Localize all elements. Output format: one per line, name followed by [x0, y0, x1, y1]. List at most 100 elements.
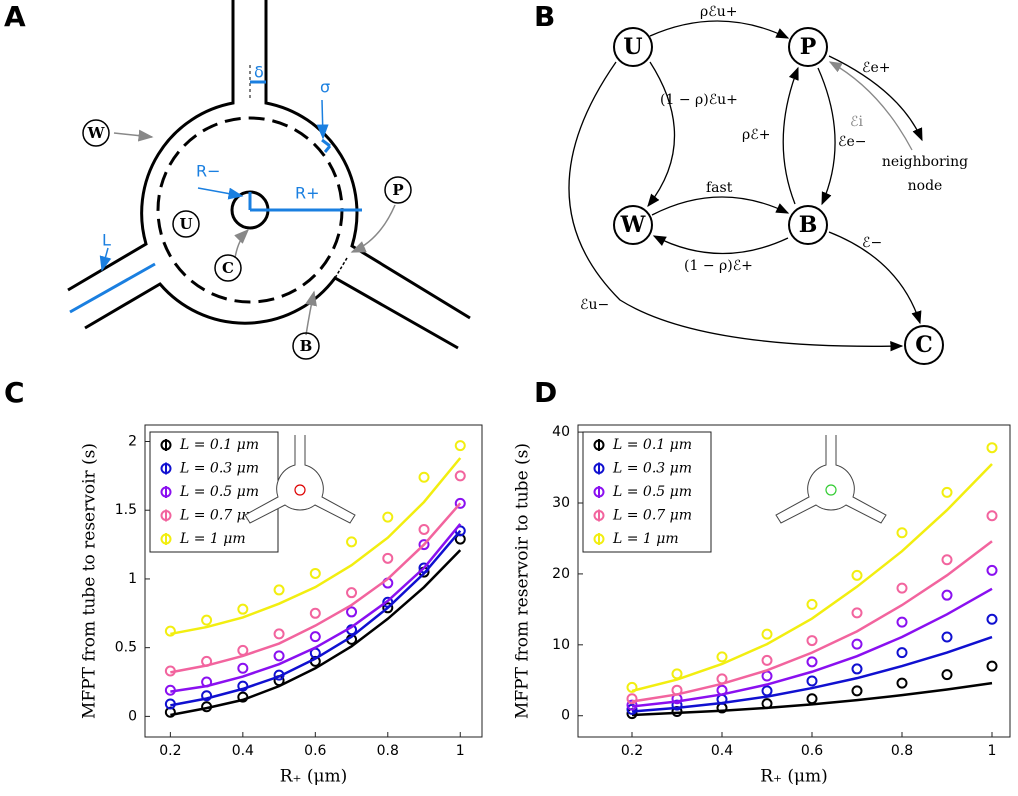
marker: [851, 607, 863, 619]
node-label: node: [908, 178, 943, 194]
y-tick-label: 40: [552, 424, 570, 440]
panel-label: D: [534, 376, 557, 409]
y-axis-label: MFPT from reservoir to tube (s): [513, 443, 533, 719]
marker: [716, 673, 728, 685]
legend-icon: [593, 486, 605, 498]
marker: [761, 654, 773, 666]
legend-label: L = 0.7 μm: [612, 508, 692, 524]
label: δ: [254, 63, 264, 82]
inset-target: [294, 484, 306, 496]
edge-label: (1 − ρ)ℰ+: [684, 258, 753, 274]
marker: [454, 470, 466, 482]
marker: [896, 616, 908, 628]
marker: [896, 582, 908, 594]
x-tick-label: 0.6: [304, 743, 326, 759]
label: B: [300, 337, 313, 355]
node-label: neighboring: [882, 154, 968, 170]
panel-a-diagram: [67, 0, 471, 350]
panel-label: C: [4, 376, 25, 409]
x-tick-label: 0.2: [621, 743, 643, 759]
fit-line: [631, 463, 993, 693]
label: U: [179, 215, 192, 233]
marker: [806, 656, 818, 668]
label: R+: [295, 184, 320, 203]
marker: [418, 523, 430, 535]
legend-icon: [593, 510, 605, 521]
charts: 0.2 0.4 0.6 0.8 100.511.52R₊ (μm)MFPT from t…: [80, 424, 1011, 787]
y-tick-label: 1.5: [115, 502, 137, 518]
marker: [761, 628, 773, 640]
legend-icon: [160, 533, 172, 545]
marker: [346, 587, 358, 599]
edge-label: ℰ−: [862, 235, 882, 251]
marker: [237, 644, 249, 656]
marker: [626, 681, 638, 693]
edge-label: fast: [706, 180, 733, 196]
marker: [941, 589, 953, 601]
legend-label: L = 0.3 μm: [179, 461, 259, 477]
marker: [164, 665, 176, 677]
marker: [851, 663, 863, 675]
panel-label: B: [534, 0, 555, 33]
edge-label: ℰe−: [838, 134, 867, 150]
node: W: [620, 212, 646, 238]
marker: [273, 650, 285, 662]
marker: [716, 651, 728, 663]
y-tick-label: 10: [552, 637, 570, 653]
inset-target: [825, 484, 837, 496]
marker: [382, 602, 394, 614]
marker: [382, 596, 394, 608]
marker: [164, 625, 176, 637]
marker: [941, 669, 953, 681]
marker: [941, 554, 953, 566]
legend-icon: [160, 439, 172, 451]
legend-icon: [160, 510, 172, 521]
marker: [626, 693, 638, 705]
marker: [896, 527, 908, 539]
marker: [761, 685, 773, 697]
y-axis-label: MFPT from tube to reservoir (s): [80, 443, 100, 719]
chart: 0.2 0.4 0.6 0.8 1 0 0.5 1 1.5 2 R₊ (μm) MFPT from t…: [80, 424, 483, 787]
x-tick-label: 0.4: [232, 743, 254, 759]
legend-label: L = 0.7 μm: [179, 508, 259, 524]
marker: [201, 701, 213, 713]
node: B: [799, 212, 818, 238]
marker: [346, 606, 358, 618]
marker: [454, 497, 466, 509]
node: U: [623, 34, 642, 60]
marker: [201, 614, 213, 626]
marker: [626, 703, 638, 715]
y-tick-label: 2: [128, 433, 137, 449]
marker: [941, 631, 953, 643]
marker: [164, 698, 176, 710]
label: L: [102, 231, 111, 250]
legend-icon: [593, 533, 605, 545]
fit-line: [170, 457, 462, 636]
marker: [201, 655, 213, 667]
marker: [454, 440, 466, 452]
legend-icon: [160, 463, 172, 474]
marker: [382, 511, 394, 523]
legend-label: L = 1 μm: [179, 531, 246, 547]
label: R−: [196, 162, 221, 181]
marker: [237, 603, 249, 615]
y-tick-label: 0: [128, 708, 137, 724]
marker: [851, 569, 863, 581]
legend-label: L = 0.5 μm: [612, 484, 692, 500]
marker: [418, 471, 430, 483]
x-tick-label: 0.8: [891, 743, 913, 759]
marker: [309, 631, 321, 643]
y-tick-label: 20: [552, 566, 570, 582]
legend-label: L = 0.5 μm: [179, 484, 259, 500]
marker: [806, 675, 818, 687]
panel-a-arrows: [113, 129, 396, 336]
marker: [761, 698, 773, 710]
x-axis-label: R₊ (μm): [280, 767, 348, 787]
marker: [237, 680, 249, 692]
marker: [418, 562, 430, 574]
legend-icon: [593, 439, 605, 451]
fit-line: [170, 549, 462, 717]
marker: [237, 691, 249, 703]
panel-b-edges: [568, 20, 923, 352]
marker: [986, 660, 998, 672]
